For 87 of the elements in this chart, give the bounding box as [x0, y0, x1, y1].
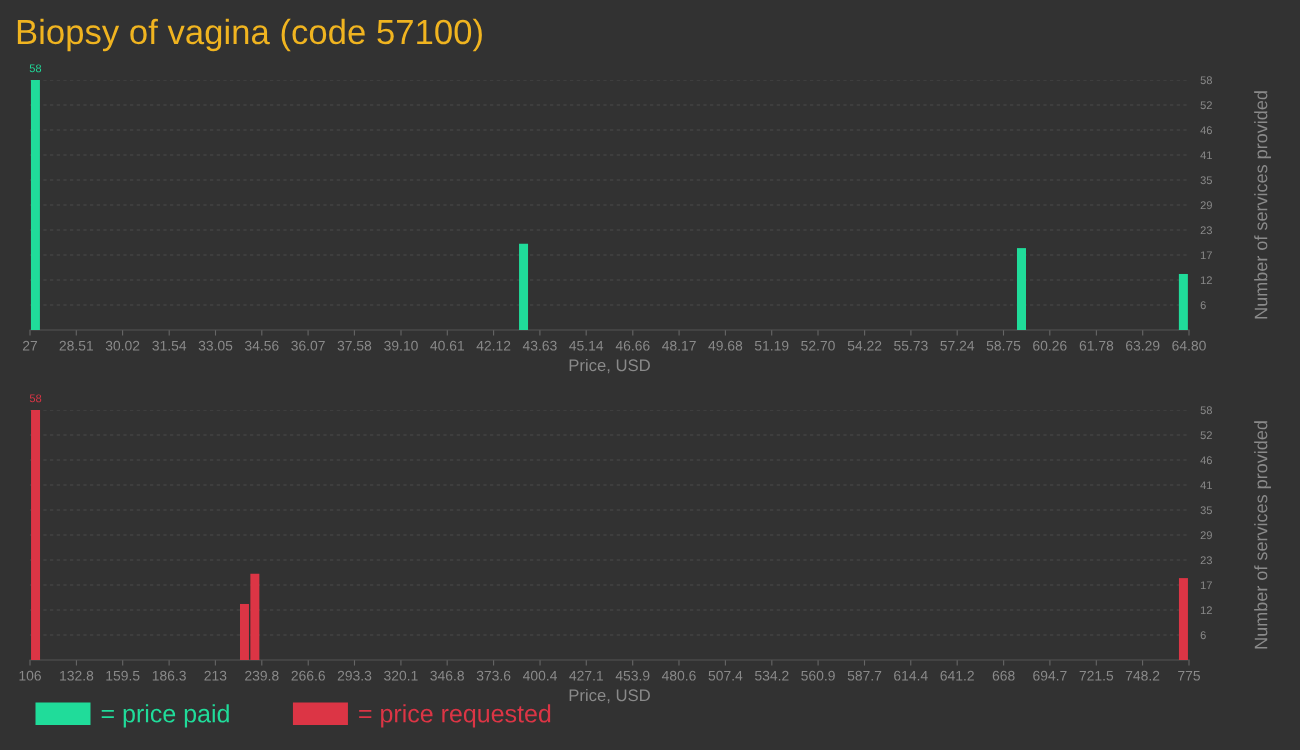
x-tick-label: 641.2	[940, 670, 974, 681]
x-tick-label: 64.80	[1172, 340, 1206, 351]
x-tick-label: 30.02	[105, 340, 140, 351]
x-tick-label: 61.78	[1079, 340, 1114, 351]
y-tick-label: 52	[1200, 431, 1212, 440]
x-tick-label: 31.54	[152, 340, 187, 351]
x-tick-label: 266.6	[291, 670, 325, 681]
x-tick-label: 33.05	[198, 340, 233, 351]
x-tick-label: 400.4	[522, 670, 557, 681]
x-tick-label: 58.75	[986, 340, 1021, 351]
x-tick-label: 427.1	[569, 670, 603, 681]
y-tick-label: 58	[1200, 406, 1212, 415]
y-tick-label: 17	[1200, 581, 1212, 590]
x-tick-label: 27	[22, 340, 38, 351]
x-tick-label: 40.61	[430, 340, 464, 351]
y-tick-label: 35	[1200, 506, 1212, 515]
y-tick-label: 6	[1200, 631, 1206, 640]
y-tick-label: 17	[1200, 251, 1212, 260]
x-tick-label: 239.8	[245, 670, 279, 681]
x-tick-label: 46.66	[615, 340, 650, 351]
x-tick-label: 614.4	[894, 670, 928, 681]
x-tick-label: 293.3	[337, 670, 372, 681]
x-tick-label: 721.5	[1079, 670, 1114, 681]
x-tick-label: 51.19	[754, 340, 789, 351]
x-tick-label: 60.26	[1033, 340, 1067, 351]
x-tick-label: 48.17	[662, 340, 696, 351]
x-tick-label: 37.58	[337, 340, 372, 351]
x-tick-label: 748.2	[1125, 670, 1160, 681]
y-tick-label: 41	[1200, 481, 1212, 490]
x-tick-label: 213	[204, 670, 227, 681]
x-tick-label: 28.51	[59, 340, 93, 351]
legend-label: = price paid	[101, 704, 229, 728]
x-tick-label: 63.29	[1126, 340, 1160, 351]
x-tick-label: 507.4	[708, 670, 743, 681]
y-tick-label: 35	[1200, 176, 1212, 185]
x-tick-label: 159.5	[106, 670, 140, 681]
x-tick-label: 132.8	[60, 670, 94, 681]
y-tick-label: 12	[1200, 276, 1212, 285]
y-axis-title: Number of services provided	[1254, 421, 1271, 649]
data-label: 58	[29, 64, 42, 73]
x-tick-label: 57.24	[940, 340, 975, 351]
x-tick-label: 587.7	[847, 670, 882, 681]
bar	[1016, 248, 1026, 330]
x-tick-label: 34.56	[244, 340, 279, 351]
bar	[31, 410, 41, 660]
y-tick-label: 46	[1200, 456, 1212, 465]
y-tick-label: 6	[1200, 301, 1206, 310]
x-tick-label: 186.3	[152, 670, 186, 681]
x-tick-label: 36.07	[291, 340, 325, 351]
y-tick-label: 12	[1200, 606, 1212, 615]
x-tick-label: 45.14	[569, 340, 604, 351]
x-tick-label: 52.70	[801, 340, 835, 351]
data-label: 58	[29, 394, 42, 403]
y-tick-label: 23	[1200, 556, 1212, 565]
x-tick-label: 39.10	[384, 340, 418, 351]
y-tick-label: 52	[1200, 101, 1212, 110]
x-axis-title: Price, USD	[569, 358, 650, 374]
bar	[519, 243, 529, 330]
bar	[30, 80, 40, 330]
x-tick-label: 49.68	[708, 340, 743, 351]
x-tick-label: 106	[19, 670, 41, 681]
x-tick-label: 534.2	[755, 670, 789, 681]
x-tick-label: 43.63	[522, 340, 557, 351]
x-tick-label: 373.6	[476, 670, 511, 681]
y-tick-label: 58	[1200, 76, 1212, 85]
x-tick-label: 480.6	[661, 670, 696, 681]
x-tick-label: 694.7	[1033, 670, 1067, 681]
x-tick-label: 55.73	[894, 340, 928, 351]
y-tick-label: 29	[1200, 201, 1212, 210]
x-tick-label: 775	[1178, 670, 1201, 681]
x-tick-label: 346.8	[430, 670, 464, 681]
y-tick-label: 41	[1200, 151, 1212, 160]
bar	[1178, 273, 1188, 330]
y-tick-label: 23	[1200, 226, 1212, 235]
x-tick-label: 453.9	[615, 670, 650, 681]
x-tick-label: 320.1	[384, 670, 418, 681]
x-tick-label: 668	[992, 670, 1015, 681]
y-tick-label: 29	[1200, 531, 1212, 540]
y-axis-title: Number of services provided	[1254, 91, 1271, 319]
legend-label: = price requested	[359, 704, 551, 728]
x-axis-title: Price, USD	[569, 688, 650, 704]
y-tick-label: 46	[1200, 126, 1212, 135]
x-tick-label: 560.9	[801, 670, 835, 681]
chart-title: Biopsy of vagina (code 57100)	[17, 18, 482, 52]
x-tick-label: 54.22	[847, 340, 882, 351]
x-tick-label: 42.12	[476, 340, 511, 351]
bar	[1178, 578, 1188, 660]
